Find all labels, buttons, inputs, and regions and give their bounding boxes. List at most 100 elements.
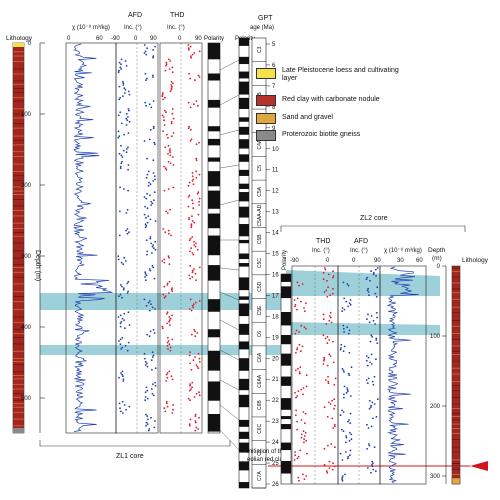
zl2-polarity-blocks: [281, 274, 291, 474]
zl1-afd-point: [126, 232, 129, 235]
zl1-thd-point: [167, 292, 170, 294]
zl1-thd-point: [188, 239, 191, 242]
zl2-afd-point: [350, 366, 353, 369]
gpts-age-tick-label: 23: [272, 419, 279, 425]
zl1-afd-point: [126, 292, 129, 294]
zl1-thd-point: [195, 242, 197, 245]
zl1-thd-point: [168, 280, 171, 283]
zl1-thd-point: [168, 319, 171, 322]
zl1-afd-point: [146, 397, 149, 400]
zl2-thd-point: [300, 419, 303, 421]
zl2-thd-point: [322, 271, 325, 274]
zl1-afd-point: [119, 284, 122, 286]
zl1-normal-polarity-zone: [208, 299, 220, 312]
zl1-thd-point: [195, 426, 198, 429]
zl1-afd-point: [154, 240, 157, 243]
zl2-afd-point: [365, 355, 368, 357]
zl1-thd-point: [192, 207, 195, 210]
zl1-thd-point: [162, 293, 165, 296]
gpts-chron-label: C5E: [257, 305, 263, 315]
zl2-thd-point: [332, 270, 334, 273]
gpts-chron-label: C5A: [257, 186, 263, 196]
gpts-chron-label: C6AA: [257, 374, 263, 388]
zl1-thd-point: [169, 154, 172, 157]
zl1-afd-point: [119, 111, 122, 114]
gpts-normal-chron: [239, 461, 249, 471]
zl1-afd-point: [146, 333, 149, 336]
zl1-afd-point: [120, 348, 122, 350]
legend-label-sand-gravel: Sand and gravel: [282, 114, 333, 121]
zl1-thd-point: [171, 287, 173, 290]
zl2-afd-point: [375, 268, 377, 271]
zl2-thd-point: [331, 468, 334, 471]
zl1-afd-point: [122, 375, 124, 378]
zl1-normal-polarity-zone: [208, 265, 220, 281]
zl2-afd-point: [347, 455, 350, 458]
zl1-normal-polarity-zone: [208, 157, 220, 162]
zl2-afd-point: [369, 279, 371, 282]
zl1-thd-point: [191, 269, 194, 272]
zl1-afd-point: [126, 119, 129, 122]
zl1-thd-point: [167, 144, 170, 147]
zl1-thd-point: [196, 104, 199, 107]
zl1-afd-point: [148, 103, 151, 106]
zl2-thd-point: [302, 411, 305, 413]
zl1-afd-point: [144, 279, 147, 282]
zl1-thd-point: [164, 410, 167, 413]
zl2-lithology-column: [451, 265, 461, 485]
zl1-afd-point: [144, 50, 147, 53]
zl1-thd-point: [163, 407, 166, 410]
zl2-thd-point: [294, 451, 296, 453]
zl2-thd-point: [324, 267, 326, 269]
gpts-age-tick-label: 8: [272, 105, 276, 111]
zl2-afd-point: [341, 479, 344, 482]
zl1-afd-point: [145, 424, 148, 427]
zl2-afd-point: [345, 391, 348, 394]
zl1-thd-point: [168, 263, 171, 266]
zl1-afd-point: [146, 389, 149, 392]
zl2-thd-point: [327, 375, 329, 378]
zl1-chi-panel: [65, 42, 117, 434]
zl1-polarity-label: Polarity: [204, 36, 224, 42]
zl2-thd-point: [295, 351, 297, 354]
zl2-chi-curve: [387, 266, 419, 484]
zl2-afd-point: [376, 286, 379, 289]
zl1-afd-point: [122, 380, 125, 382]
zl2-afd-point: [346, 326, 349, 329]
zl2-afd-point: [370, 404, 372, 407]
zl2-thd-point: [302, 393, 304, 396]
zl2-afd-point: [366, 364, 369, 367]
zl2-thd-point: [298, 331, 300, 333]
zl1-thd-point: [161, 95, 164, 98]
zl2-afd-point: [344, 473, 346, 476]
zl2-afd-point: [366, 447, 368, 450]
zl1-lithology-column: [12, 42, 25, 434]
gpts-normal-chron: [239, 97, 249, 109]
zl1-normal-polarity-zone: [208, 73, 220, 81]
zl2-afd-point: [346, 283, 349, 285]
zl1-thd-point: [167, 255, 170, 258]
zl1-thd-point: [171, 290, 174, 293]
zl1-core-bracket: [39, 440, 231, 447]
zl2-afd-point: [376, 316, 378, 319]
zl2-afd-point: [342, 411, 345, 413]
zl1-afd-point: [119, 314, 122, 317]
zl1-lithology-loess-cap: [13, 43, 24, 47]
zl2-afd-point: [346, 387, 348, 389]
zl2-afd-point: [348, 302, 351, 305]
gpts-normal-chron: [239, 296, 249, 300]
zl2-afd-point: [347, 372, 350, 375]
zl1-normal-polarity-zone: [208, 329, 220, 338]
zl2-thd-point: [303, 441, 305, 444]
zl2-afd-point: [345, 300, 348, 303]
legend-swatch-gneiss: [256, 130, 276, 141]
gpts-normal-chron: [239, 192, 249, 202]
zl2-thd-point: [302, 430, 305, 433]
zl2-afd-point: [341, 409, 343, 412]
zl1-afd-point: [123, 287, 125, 290]
zl1-afd-point: [145, 79, 147, 82]
zl2-afd-point: [350, 438, 353, 441]
zl2-thd-point: [326, 471, 329, 474]
zl1-afd-point: [125, 124, 128, 126]
zl2-thd-point: [296, 308, 298, 311]
